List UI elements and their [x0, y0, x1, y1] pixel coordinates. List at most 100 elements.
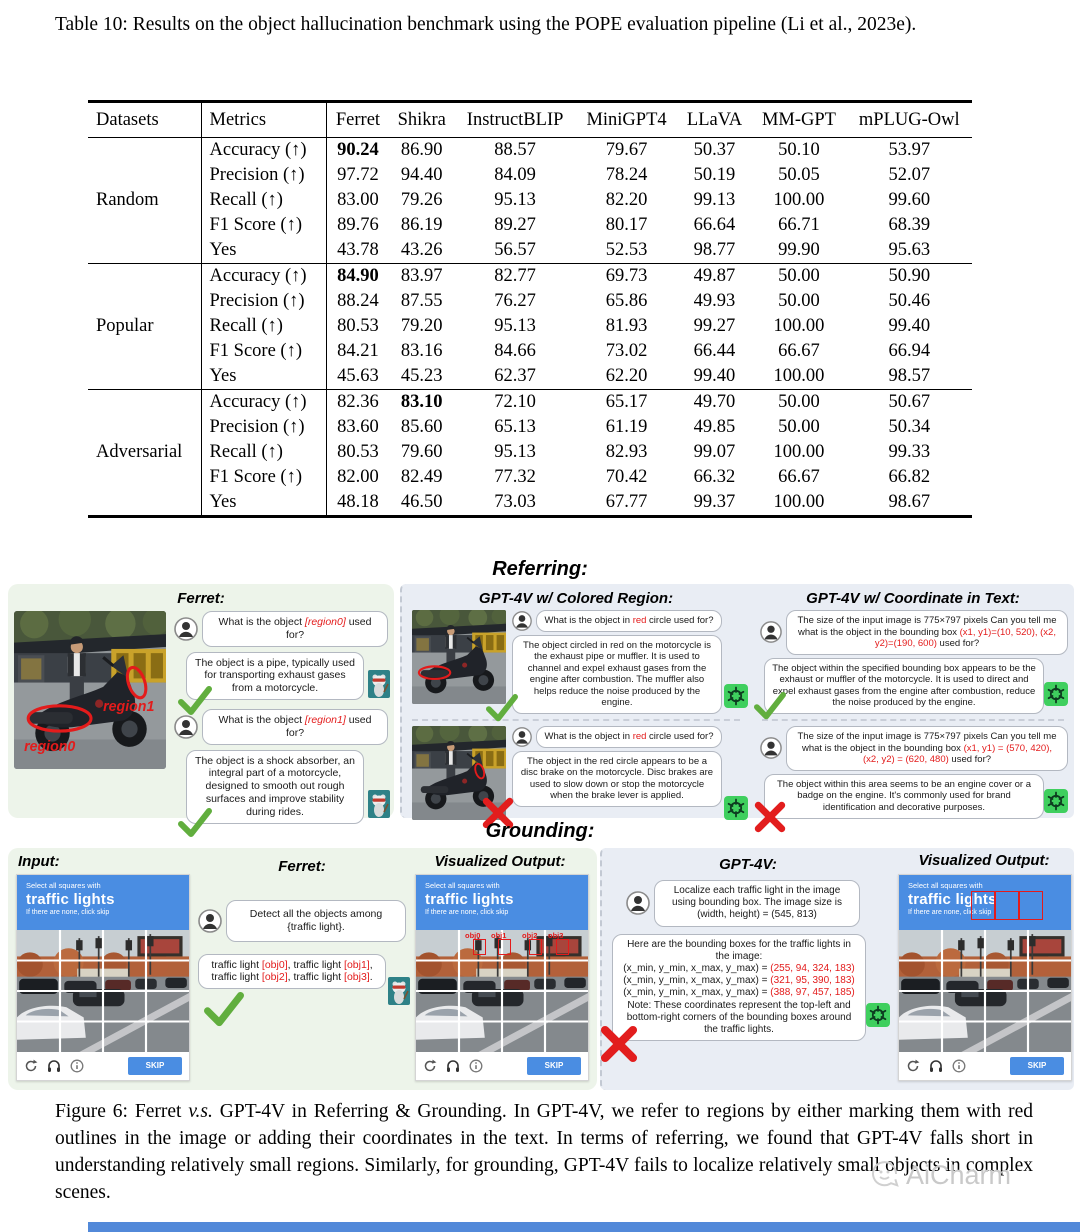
info-icon [70, 1059, 84, 1073]
column-header: Ferret [326, 101, 389, 138]
table-row: Recall (↑) 80.53 79.60 95.13 82.93 99.07 100.0… [88, 440, 972, 465]
value-cell: 73.02 [605, 341, 648, 361]
captcha-line1: Select all squares with [425, 881, 500, 890]
value-cell: 86.19 [400, 215, 443, 235]
metric-cell: F1 Score (↑) [201, 339, 328, 364]
obj-label: obj0 [465, 931, 481, 940]
gpt4v-grounding-panel: GPT-4V: Localize each traffic light in t… [600, 848, 1074, 1090]
user-avatar-icon [512, 610, 532, 631]
captcha-photo [17, 930, 189, 1052]
value-cell: 50.10 [778, 140, 820, 160]
results-table: Datasets Metrics Ferret Shikra InstructBLIP M… [88, 100, 972, 518]
bottom-bar [88, 1222, 1080, 1232]
value-cell: 66.44 [693, 341, 736, 361]
gpt-icon [866, 1003, 890, 1028]
value-cell: 82.36 [326, 389, 389, 415]
captcha-header: Select all squares with traffic lights I… [416, 875, 588, 930]
value-cell: 49.85 [693, 417, 736, 437]
column-header: MM-GPT [751, 101, 847, 138]
bounding-box [498, 939, 511, 955]
skip-button: SKIP [1010, 1057, 1064, 1075]
value-cell: 66.82 [888, 467, 931, 487]
dataset-cell: Popular [88, 263, 202, 390]
captcha-toolbar: SKIP [899, 1052, 1071, 1080]
referring-section-title: Referring: [492, 558, 588, 580]
refresh-icon [24, 1059, 38, 1073]
value-cell: 65.86 [605, 291, 648, 311]
value-cell: 81.93 [605, 316, 648, 336]
bounding-box [473, 939, 486, 955]
value-cell: 99.90 [778, 240, 820, 260]
value-cell: 99.40 [693, 366, 736, 386]
gpt-icon [1044, 682, 1068, 707]
value-cell: 80.53 [337, 316, 379, 336]
svg-text:region1: region1 [103, 699, 154, 715]
value-cell: 82.20 [605, 190, 648, 210]
column-header: Shikra [388, 101, 455, 138]
value-cell: 94.40 [400, 165, 443, 185]
metric-cell: Precision (↑) [201, 289, 328, 314]
captcha-toolbar: SKIP [17, 1052, 189, 1080]
table-row: Yes 43.78 43.26 56.57 52.53 98.77 99.90 95.63 [88, 238, 972, 264]
wrong-cross-icon [754, 801, 786, 833]
metric-cell: Yes [201, 238, 328, 264]
value-cell: 82.77 [454, 263, 576, 289]
value-cell: 52.53 [605, 240, 648, 260]
chat-bubble-assistant: The object in the red circle appears to … [512, 750, 722, 807]
captcha-card-ferret-output: Select all squares with traffic lights I… [415, 874, 589, 1081]
captcha-line1: Select all squares with [26, 881, 101, 890]
metric-cell: Yes [201, 490, 328, 517]
table-row: Adversarial Accuracy (↑) 82.36 83.10 72.10 65… [88, 389, 972, 517]
value-cell: 50.46 [888, 291, 931, 311]
value-cell: 83.10 [388, 389, 455, 415]
value-cell: 50.05 [778, 165, 820, 185]
value-cell: 65.17 [575, 389, 678, 415]
grounding-section-title: Grounding: [485, 820, 595, 842]
value-cell: 50.90 [846, 263, 972, 289]
value-cell: 98.77 [693, 240, 736, 260]
value-cell: 50.37 [693, 140, 736, 160]
value-cell: 50.67 [846, 389, 972, 415]
chat-bubble-assistant: The object within this area seems to be … [764, 773, 1044, 819]
metric-cell: Accuracy (↑) [201, 389, 328, 415]
value-cell: 84.90 [326, 263, 389, 289]
dashed-divider [412, 719, 740, 722]
ferret-grounding-panel: Input: Select all squares with traffic l… [8, 848, 597, 1090]
value-cell: 72.10 [454, 389, 576, 415]
value-cell: 97.72 [337, 165, 379, 185]
value-cell: 50.00 [751, 263, 847, 289]
chat-bubble-assistant: Here are the bounding boxes for the traf… [612, 933, 866, 1042]
value-cell: 66.71 [778, 215, 820, 235]
value-cell: 86.90 [400, 140, 443, 160]
value-cell: 83.00 [337, 190, 379, 210]
chat-bubble-user: What is the object in red circle used fo… [536, 610, 722, 632]
gpt-icon [724, 796, 748, 821]
captcha-line2: traffic lights [26, 891, 115, 908]
metric-cell: Yes [201, 364, 328, 390]
value-cell: 49.93 [693, 291, 736, 311]
gpt4v-referring-panel: GPT-4V w/ Colored Region: [400, 584, 1074, 832]
value-cell: 79.60 [400, 442, 443, 462]
value-cell: 43.78 [337, 240, 379, 260]
value-cell: 95.13 [494, 316, 536, 336]
metric-cell: Precision (↑) [201, 415, 328, 440]
ferret-referring-panel: Ferret: region0 region1 [8, 584, 394, 837]
captcha-photo [899, 930, 1071, 1052]
captcha-line1: Select all squares with [908, 881, 983, 890]
captcha-header: Select all squares with traffic lights I… [17, 875, 189, 930]
value-cell: 80.17 [605, 215, 648, 235]
user-avatar-icon [174, 714, 198, 739]
info-icon [952, 1059, 966, 1073]
value-cell: 49.87 [677, 263, 752, 289]
chat-bubble-user: What is the object in red circle used fo… [536, 726, 722, 748]
value-cell: 99.33 [888, 442, 931, 462]
wrong-cross-icon [482, 797, 514, 829]
value-cell: 46.50 [400, 492, 443, 512]
visualized-output-title-2: Visualized Output: [918, 852, 1050, 869]
value-cell: 82.00 [337, 467, 379, 487]
captcha-photo: obj0 obj1 obj2 obj3 [416, 930, 588, 1052]
value-cell: 45.23 [400, 366, 443, 386]
value-cell: 95.13 [494, 442, 536, 462]
value-cell: 88.24 [337, 291, 379, 311]
